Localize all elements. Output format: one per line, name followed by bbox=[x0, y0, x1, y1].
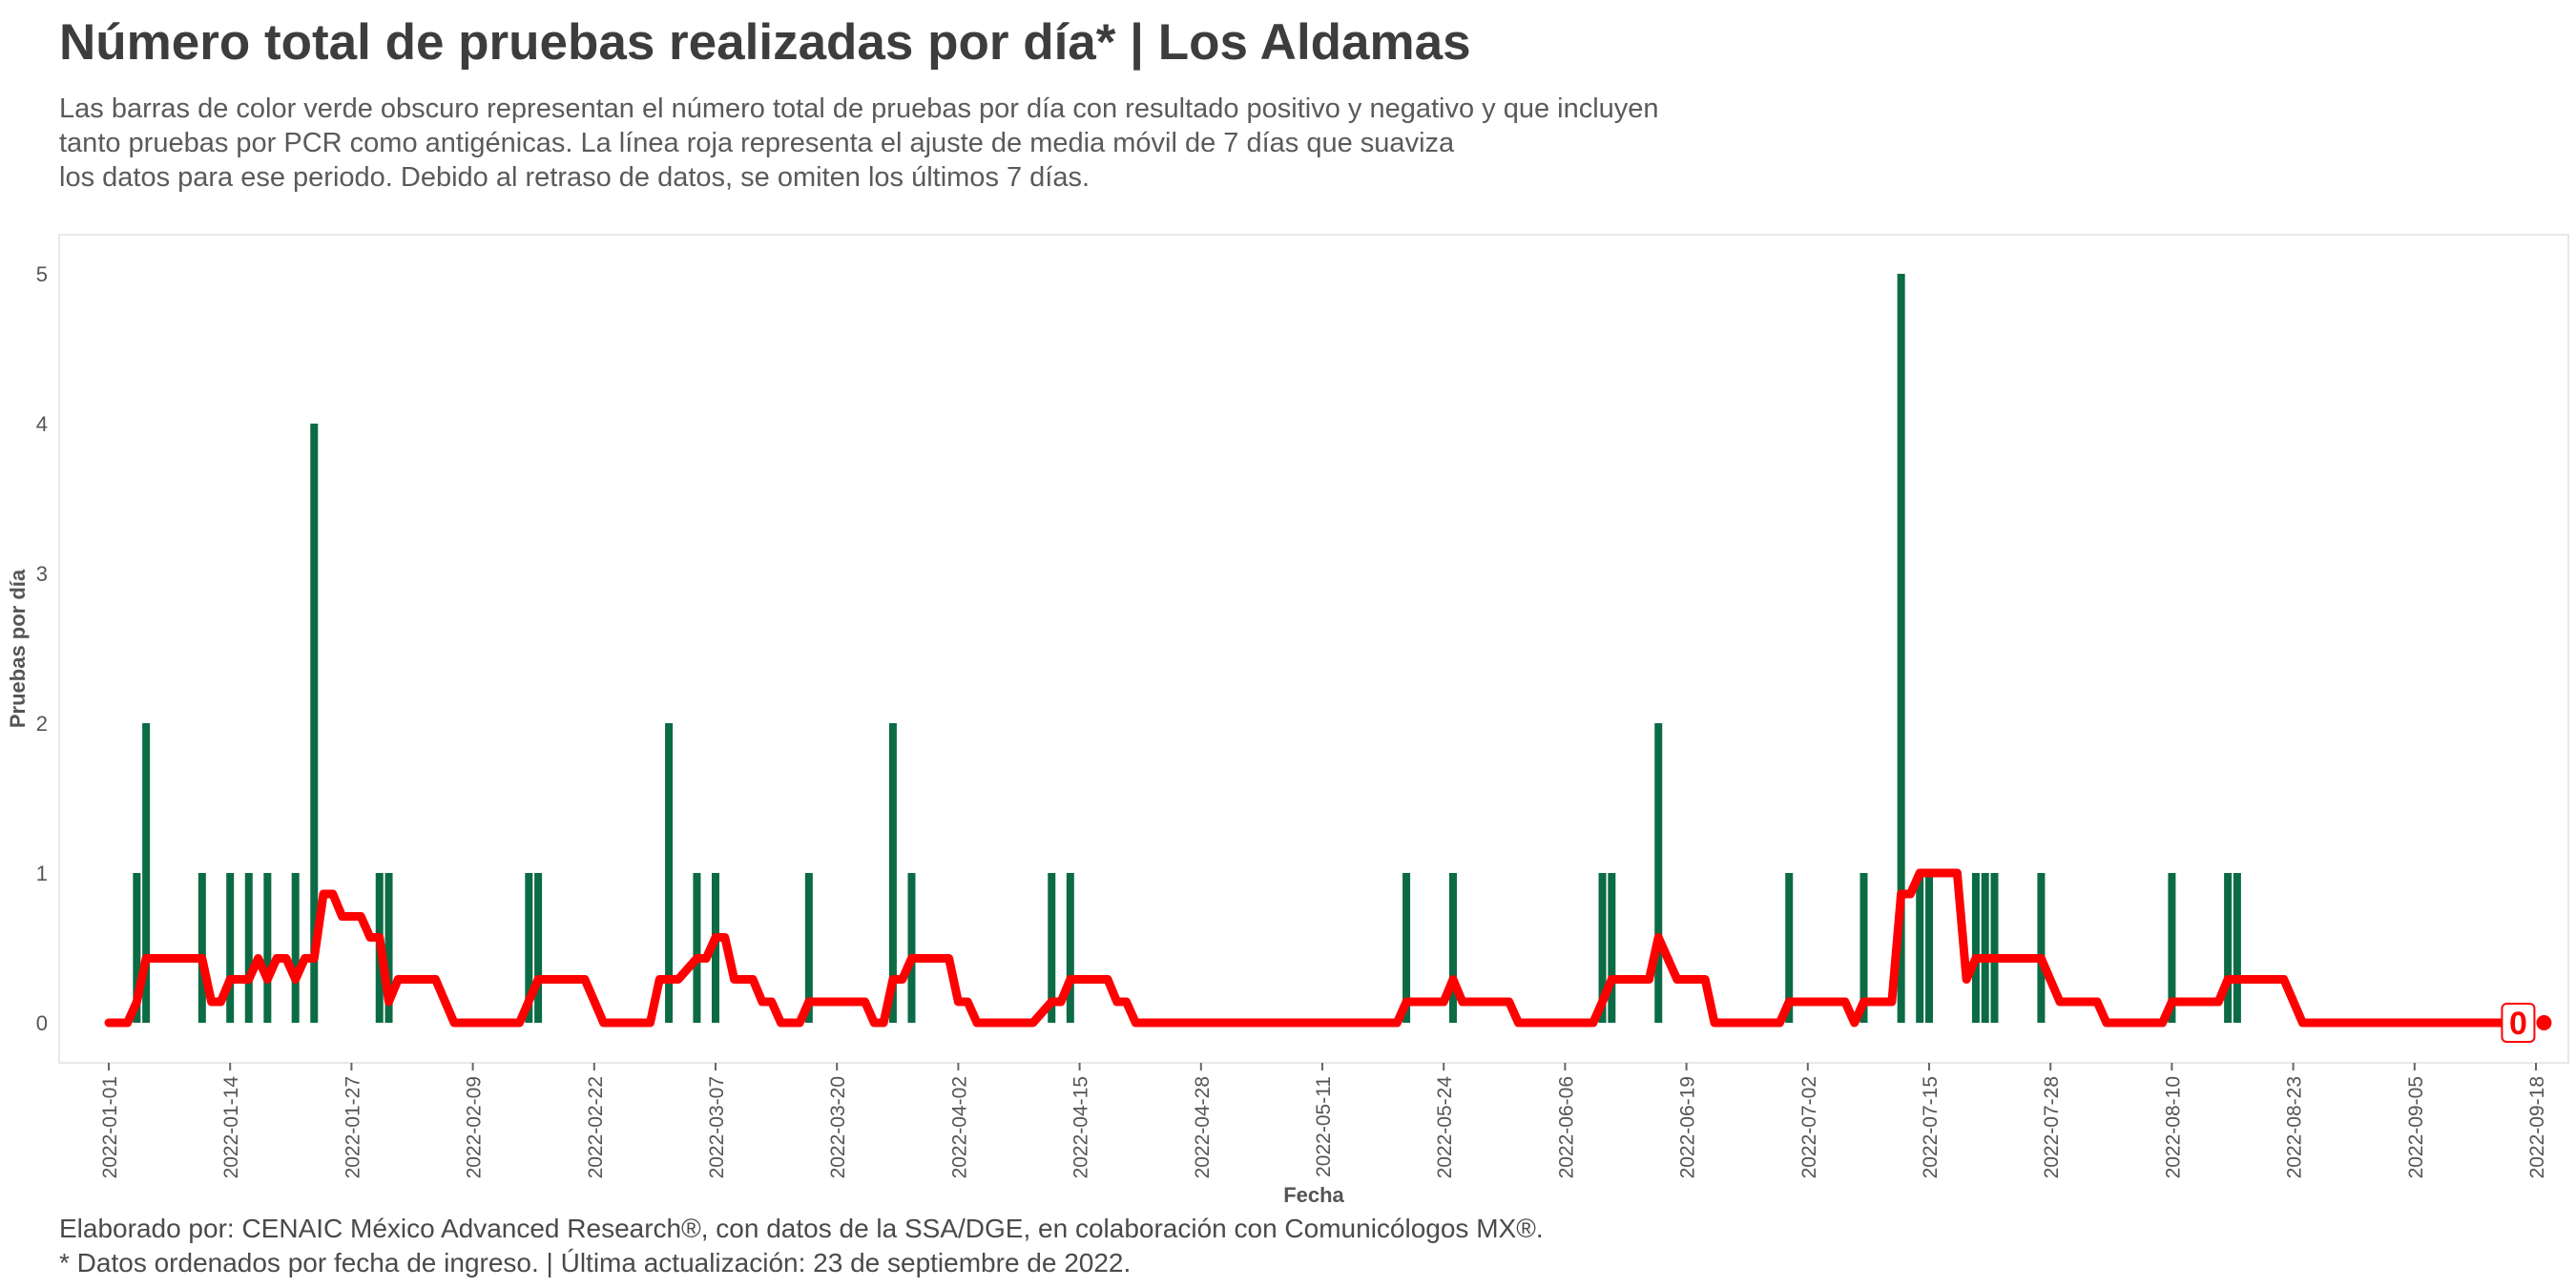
y-tick-label: 4 bbox=[36, 412, 48, 436]
end-label-box bbox=[2501, 1003, 2536, 1043]
end-point-marker bbox=[2536, 1015, 2552, 1030]
y-tick-label: 2 bbox=[36, 712, 48, 736]
bar bbox=[197, 873, 206, 1023]
subtitle-line: Las barras de color verde obscuro repres… bbox=[59, 93, 1659, 124]
bar bbox=[1066, 873, 1074, 1023]
end-label-text: 0 bbox=[2509, 1006, 2527, 1042]
caption-line: * Datos ordenados por fecha de ingreso. … bbox=[59, 1248, 1132, 1278]
bar bbox=[1448, 873, 1457, 1023]
bar bbox=[804, 873, 813, 1023]
bar bbox=[142, 723, 151, 1023]
x-tick-label: 2022-03-07 bbox=[706, 1076, 728, 1178]
y-axis: 0 1 2 3 4 5 bbox=[36, 262, 48, 1035]
bar bbox=[665, 723, 674, 1023]
bar bbox=[2168, 873, 2176, 1023]
bar bbox=[244, 873, 253, 1023]
x-tick-label: 2022-01-27 bbox=[342, 1076, 364, 1178]
x-tick-label: 2022-07-15 bbox=[1920, 1076, 1942, 1178]
x-tick-label: 2022-07-02 bbox=[1798, 1076, 1820, 1178]
x-tick-label: 2022-09-05 bbox=[2405, 1076, 2427, 1178]
x-tick-label: 2022-04-02 bbox=[948, 1076, 970, 1178]
x-tick-label: 2022-03-20 bbox=[827, 1076, 849, 1178]
x-tick-label: 2022-04-28 bbox=[1192, 1076, 1214, 1178]
bar bbox=[2224, 873, 2233, 1023]
x-tick-label: 2022-01-14 bbox=[220, 1076, 242, 1179]
chart-subtitle: Las barras de color verde obscuro repres… bbox=[59, 92, 1872, 195]
x-tick-label: 2022-06-19 bbox=[1677, 1076, 1699, 1178]
bar bbox=[1925, 873, 1933, 1023]
bar bbox=[1981, 873, 1989, 1023]
caption-line: Elaborado por: CENAIC México Advanced Re… bbox=[59, 1214, 1544, 1243]
x-tick-label: 2022-02-22 bbox=[585, 1076, 607, 1178]
y-tick-label: 0 bbox=[36, 1011, 48, 1035]
bar bbox=[1785, 873, 1794, 1023]
bar-layer bbox=[133, 274, 2241, 1023]
x-axis: 2022-01-01 2022-01-14 2022-01-27 2022-02-09… bbox=[99, 1063, 2548, 1178]
y-tick-label: 5 bbox=[36, 262, 48, 286]
bar bbox=[693, 873, 701, 1023]
x-tick-label: 2022-08-23 bbox=[2284, 1076, 2306, 1178]
x-tick-label: 2022-04-15 bbox=[1070, 1076, 1092, 1178]
bar bbox=[1598, 873, 1607, 1023]
x-tick-label: 2022-09-18 bbox=[2526, 1076, 2548, 1178]
bar bbox=[1916, 873, 1924, 1023]
y-tick-label: 1 bbox=[36, 862, 48, 885]
bar bbox=[226, 873, 235, 1023]
x-tick-label: 2022-05-11 bbox=[1313, 1076, 1335, 1177]
subtitle-line: los datos para ese periodo. Debido al re… bbox=[59, 162, 1091, 193]
bar bbox=[534, 873, 543, 1023]
bar bbox=[384, 873, 393, 1023]
bar bbox=[2037, 873, 2046, 1023]
plot-panel bbox=[58, 234, 2569, 1064]
bar bbox=[888, 723, 897, 1023]
line-layer: 0 bbox=[104, 868, 2552, 1043]
bar bbox=[1859, 873, 1868, 1023]
bar bbox=[291, 873, 300, 1023]
bar bbox=[1897, 274, 1905, 1023]
x-tick-label: 2022-08-10 bbox=[2162, 1076, 2184, 1178]
x-axis-label: Fecha bbox=[1283, 1183, 1344, 1207]
chart-title: Número total de pruebas realizadas por d… bbox=[59, 14, 1471, 71]
bar bbox=[907, 873, 916, 1023]
bar bbox=[1608, 873, 1616, 1023]
bar bbox=[2233, 873, 2241, 1023]
x-tick-label: 2022-01-01 bbox=[99, 1076, 121, 1178]
bar bbox=[1971, 873, 1980, 1023]
x-tick-label: 2022-05-24 bbox=[1434, 1076, 1456, 1179]
bar bbox=[1048, 873, 1056, 1023]
bar bbox=[263, 873, 272, 1023]
bar bbox=[133, 873, 141, 1023]
y-axis-label: Pruebas por día bbox=[6, 569, 30, 728]
bar bbox=[1402, 873, 1411, 1023]
subtitle-line: tanto pruebas por PCR como antigénicas. … bbox=[59, 128, 1455, 158]
bar bbox=[310, 424, 319, 1023]
x-tick-label: 2022-02-09 bbox=[464, 1076, 486, 1178]
bar bbox=[1654, 723, 1663, 1023]
moving-average-line bbox=[104, 868, 2522, 1028]
y-tick-label: 3 bbox=[36, 562, 48, 586]
x-tick-label: 2022-07-28 bbox=[2041, 1076, 2063, 1178]
chart-caption: Elaborado por: CENAIC México Advanced Re… bbox=[59, 1212, 1544, 1280]
bar bbox=[525, 873, 533, 1023]
bar bbox=[1990, 873, 1999, 1023]
x-tick-label: 2022-06-06 bbox=[1555, 1076, 1577, 1178]
